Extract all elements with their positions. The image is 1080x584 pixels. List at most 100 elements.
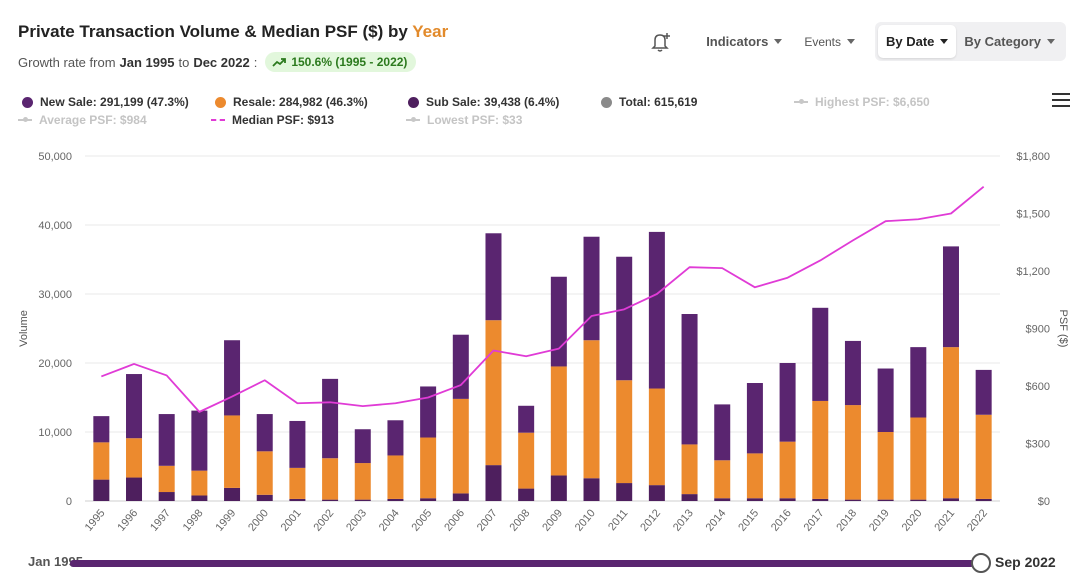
x-tick-label: 2021 [932,507,957,533]
growth-badge: 150.6% (1995 - 2022) [265,52,417,72]
x-tick-label: 2002 [311,507,336,533]
legend-label: Lowest PSF: $33 [427,113,523,127]
menu-icon[interactable] [1052,93,1070,107]
legend-median-psf[interactable]: Median PSF: $913 [211,113,334,127]
bar-sub-sale [126,477,143,501]
x-tick-label: 2008 [508,507,533,533]
by-date-button[interactable]: By Date [878,25,957,58]
trend-up-icon [272,58,287,67]
bar-resale [942,347,959,499]
bar-resale [224,415,241,488]
y-right-axis-title: PSF ($) [1057,310,1069,348]
by-category-button[interactable]: By Category [956,25,1063,58]
legend-swatch [408,96,419,108]
bar-new-sale [648,231,665,389]
bar-new-sale [942,246,959,348]
legend-label: Highest PSF: $6,650 [815,95,930,109]
slider-end-handle[interactable] [971,553,991,573]
bar-resale [583,340,600,479]
x-tick-label: 2022 [965,507,990,533]
legend-swatch [18,117,32,122]
bar-resale [681,444,698,495]
legend-swatch [211,119,225,121]
bar-sub-sale [583,478,600,501]
bar-resale [746,453,763,499]
y-left-tick-label: 10,000 [38,427,72,439]
legend-label: Resale: 284,982 (46.3%) [233,95,368,109]
by-category-label: By Category [964,34,1041,49]
bar-sub-sale [714,498,731,501]
bar-sub-sale [256,494,273,501]
x-tick-label: 2012 [638,507,663,533]
bar-sub-sale [191,495,208,501]
chevron-down-icon [847,39,855,44]
date-range-slider[interactable] [70,560,974,567]
bar-new-sale [387,420,404,456]
bar-sub-sale [844,499,861,501]
y-left-tick-label: 40,000 [38,220,72,232]
bar-resale [93,442,110,480]
legend-label: Sub Sale: 39,438 (6.4%) [426,95,560,109]
y-left-tick-label: 20,000 [38,358,72,370]
chart-legend: New Sale: 291,199 (47.3%) Resale: 284,98… [18,93,1020,129]
legend-new-sale[interactable]: New Sale: 291,199 (47.3%) [22,95,189,109]
x-tick-label: 2011 [606,507,630,533]
indicators-label: Indicators [706,34,769,49]
legend-total[interactable]: Total: 615,619 [601,95,697,109]
bar-new-sale [289,420,306,468]
indicators-dropdown[interactable]: Indicators [698,25,790,58]
y-right-tick-label: $300 [1026,439,1050,451]
chevron-down-icon [1047,39,1055,44]
events-dropdown[interactable]: Events [796,26,863,58]
legend-sub-sale[interactable]: Sub Sale: 39,438 (6.4%) [408,95,559,109]
toolbar: Indicators Events By Date By Category [644,22,1066,61]
slider-start-label: Jan 1995 [28,554,83,569]
y-right-tick-label: $1,500 [1016,209,1050,221]
bar-new-sale [354,429,371,464]
x-tick-label: 2004 [377,507,402,533]
legend-swatch [215,96,226,108]
title-period-dropdown[interactable]: Year [412,22,449,41]
legend-highest-psf[interactable]: Highest PSF: $6,650 [794,95,930,109]
bar-sub-sale [289,498,306,501]
chevron-down-icon [940,39,949,44]
legend-swatch [406,117,420,122]
bar-resale [910,417,927,500]
x-tick-label: 2006 [442,507,467,533]
x-tick-label: 2005 [409,507,434,533]
bar-resale [289,467,306,499]
bell-plus-icon[interactable] [644,25,678,59]
bar-new-sale [550,276,567,367]
x-tick-label: 2016 [769,507,794,533]
bar-new-sale [812,307,829,401]
title-main: Private Transaction Volume & Median PSF … [18,22,408,41]
x-tick-label: 1997 [148,507,173,533]
legend-average-psf[interactable]: Average PSF: $984 [18,113,147,127]
bar-sub-sale [942,498,959,501]
x-tick-label: 2003 [344,507,369,533]
bar-sub-sale [518,488,535,501]
bar-new-sale [452,334,469,399]
legend-resale[interactable]: Resale: 284,982 (46.3%) [215,95,368,109]
bar-sub-sale [158,492,175,501]
bar-resale [648,388,665,486]
bar-new-sale [844,340,861,406]
bar-new-sale [191,410,208,471]
bar-sub-sale [420,498,437,501]
bar-new-sale [877,368,894,432]
legend-lowest-psf[interactable]: Lowest PSF: $33 [406,113,522,127]
y-right-tick-label: $900 [1026,324,1050,336]
chevron-down-icon [774,39,783,44]
growth-to: Dec 2022 [193,54,250,70]
x-tick-label: 2001 [279,507,304,533]
growth-subtitle: Growth rate from Jan 1995 to Dec 2022: 1… [18,52,417,72]
bar-new-sale [681,314,698,445]
y-left-tick-label: 30,000 [38,289,72,301]
bar-new-sale [616,256,633,381]
legend-label: Average PSF: $984 [39,113,147,127]
bar-resale [975,414,992,499]
bar-resale [126,438,143,478]
bar-resale [322,458,339,500]
bar-sub-sale [452,493,469,501]
y-left-tick-label: 0 [66,496,72,508]
